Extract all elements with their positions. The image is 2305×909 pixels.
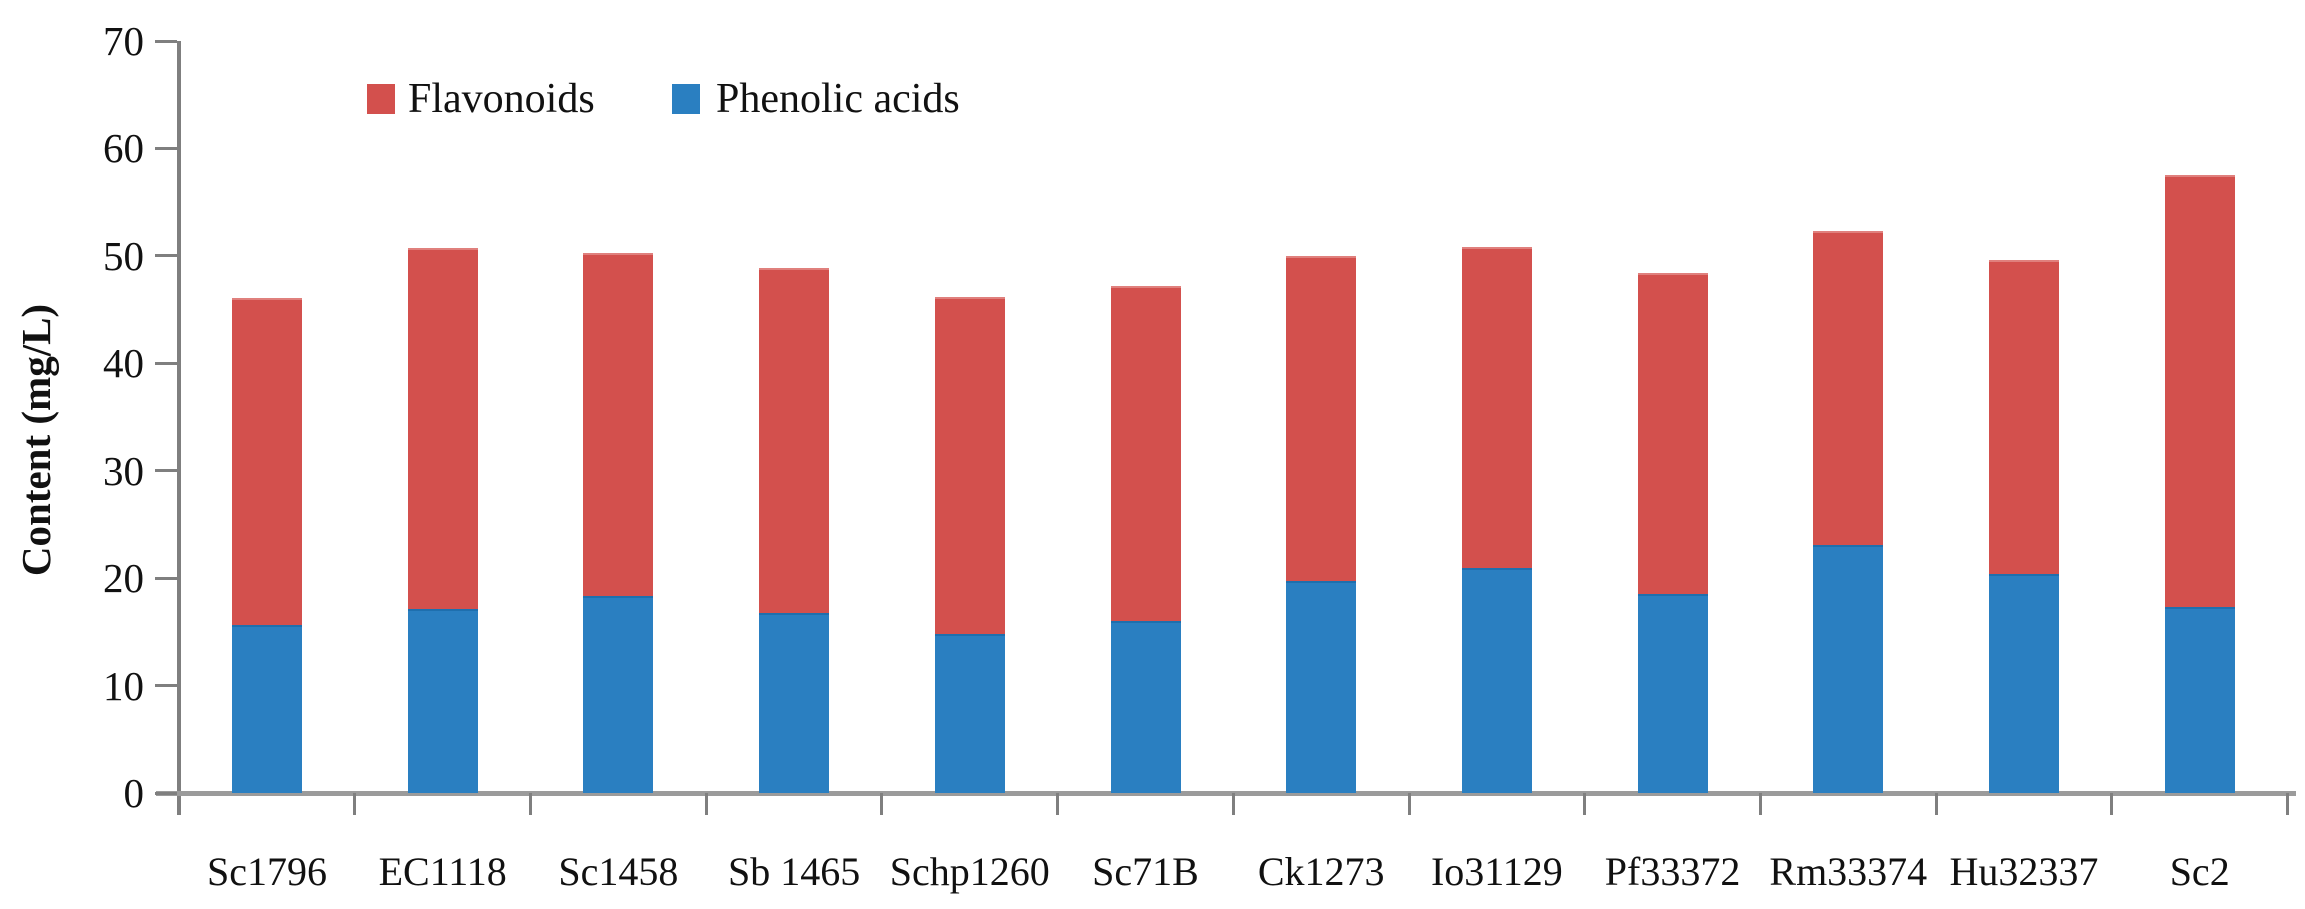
x-category-label: Pf33372 bbox=[1604, 849, 1741, 894]
bar-segment-phenolic-acids bbox=[2164, 607, 2235, 793]
x-tick-mark bbox=[1583, 793, 1587, 815]
y-tick-label: 10 bbox=[103, 662, 144, 709]
bar-segment-flavonoids bbox=[2164, 175, 2235, 608]
bar-segment-flavonoids bbox=[1989, 260, 2059, 574]
y-tick-label: 50 bbox=[103, 232, 144, 279]
bar-segment-phenolic-acids bbox=[1813, 544, 1884, 793]
y-tick-mark bbox=[155, 469, 177, 473]
x-category-label: Sc1796 bbox=[207, 849, 327, 894]
y-tick-label: 0 bbox=[123, 770, 145, 816]
y-tick-mark bbox=[155, 146, 177, 150]
x-category-label: EC1118 bbox=[378, 849, 507, 894]
x-tick-mark bbox=[1934, 793, 1938, 815]
bar-segment-phenolic-acids bbox=[934, 634, 1005, 793]
legend-swatch-phenolic bbox=[672, 84, 700, 114]
x-tick-mark bbox=[880, 793, 884, 815]
y-tick-label: 30 bbox=[103, 447, 144, 494]
y-tick-mark bbox=[155, 791, 177, 795]
bar-segment-phenolic-acids bbox=[1286, 581, 1357, 793]
y-tick-mark bbox=[155, 576, 177, 580]
x-category-label: Sc71B bbox=[1092, 849, 1199, 894]
bar-segment-phenolic-acids bbox=[407, 609, 478, 793]
bar-segment-phenolic-acids bbox=[759, 612, 830, 793]
x-tick-mark bbox=[1231, 793, 1235, 815]
x-tick-mark bbox=[2110, 793, 2114, 815]
bar-segment-flavonoids bbox=[934, 296, 1005, 634]
x-tick-mark bbox=[1056, 793, 1060, 815]
y-tick-label: 70 bbox=[103, 18, 144, 64]
x-category-label: Sc2 bbox=[2169, 849, 2230, 894]
bar-segment-flavonoids bbox=[1637, 273, 1708, 595]
bar-segment-phenolic-acids bbox=[1461, 568, 1532, 793]
y-tick-mark bbox=[155, 361, 177, 365]
y-tick-label: 60 bbox=[103, 125, 144, 172]
x-tick-mark bbox=[704, 793, 708, 815]
x-tick-mark bbox=[2286, 793, 2290, 815]
bar-segment-flavonoids bbox=[759, 267, 830, 613]
bar-segment-phenolic-acids bbox=[232, 625, 302, 793]
bar-segment-flavonoids bbox=[583, 252, 654, 597]
legend-swatch-flavonoids bbox=[367, 84, 395, 114]
x-category-label: Schp1260 bbox=[889, 849, 1050, 894]
y-tick-mark bbox=[155, 254, 177, 258]
x-tick-mark bbox=[1758, 793, 1762, 815]
bar-segment-flavonoids bbox=[1286, 255, 1357, 582]
bar-segment-phenolic-acids bbox=[583, 596, 654, 793]
bar-segment-phenolic-acids bbox=[1989, 573, 2059, 793]
bar-segment-flavonoids bbox=[1461, 247, 1532, 569]
bar-segment-phenolic-acids bbox=[1110, 621, 1181, 793]
y-tick-label: 40 bbox=[103, 340, 144, 387]
x-category-label: Io31129 bbox=[1430, 849, 1563, 894]
legend-label-flavonoids: Flavonoids bbox=[408, 76, 595, 122]
x-category-label: Ck1273 bbox=[1257, 849, 1385, 894]
y-tick-mark bbox=[155, 39, 177, 43]
x-axis-baseline bbox=[156, 791, 2296, 796]
x-category-label: Hu32337 bbox=[1949, 849, 2099, 894]
legend-label-phenolic: Phenolic acids bbox=[716, 76, 960, 122]
bar-segment-flavonoids bbox=[232, 297, 302, 626]
bar-segment-flavonoids bbox=[1813, 231, 1884, 545]
x-category-label: Rm33374 bbox=[1769, 849, 1928, 894]
y-tick-label: 20 bbox=[103, 555, 144, 602]
bar-segment-flavonoids bbox=[407, 248, 478, 610]
y-tick-mark bbox=[155, 684, 177, 688]
x-tick-mark bbox=[529, 793, 533, 815]
x-tick-mark bbox=[1407, 793, 1411, 815]
bar-segment-phenolic-acids bbox=[1637, 594, 1708, 793]
bar-segment-flavonoids bbox=[1110, 285, 1181, 622]
x-category-label: Sb 1465 bbox=[727, 849, 861, 894]
x-category-label: Sc1458 bbox=[558, 849, 679, 894]
x-tick-mark bbox=[353, 793, 357, 815]
y-axis-line bbox=[177, 41, 181, 815]
